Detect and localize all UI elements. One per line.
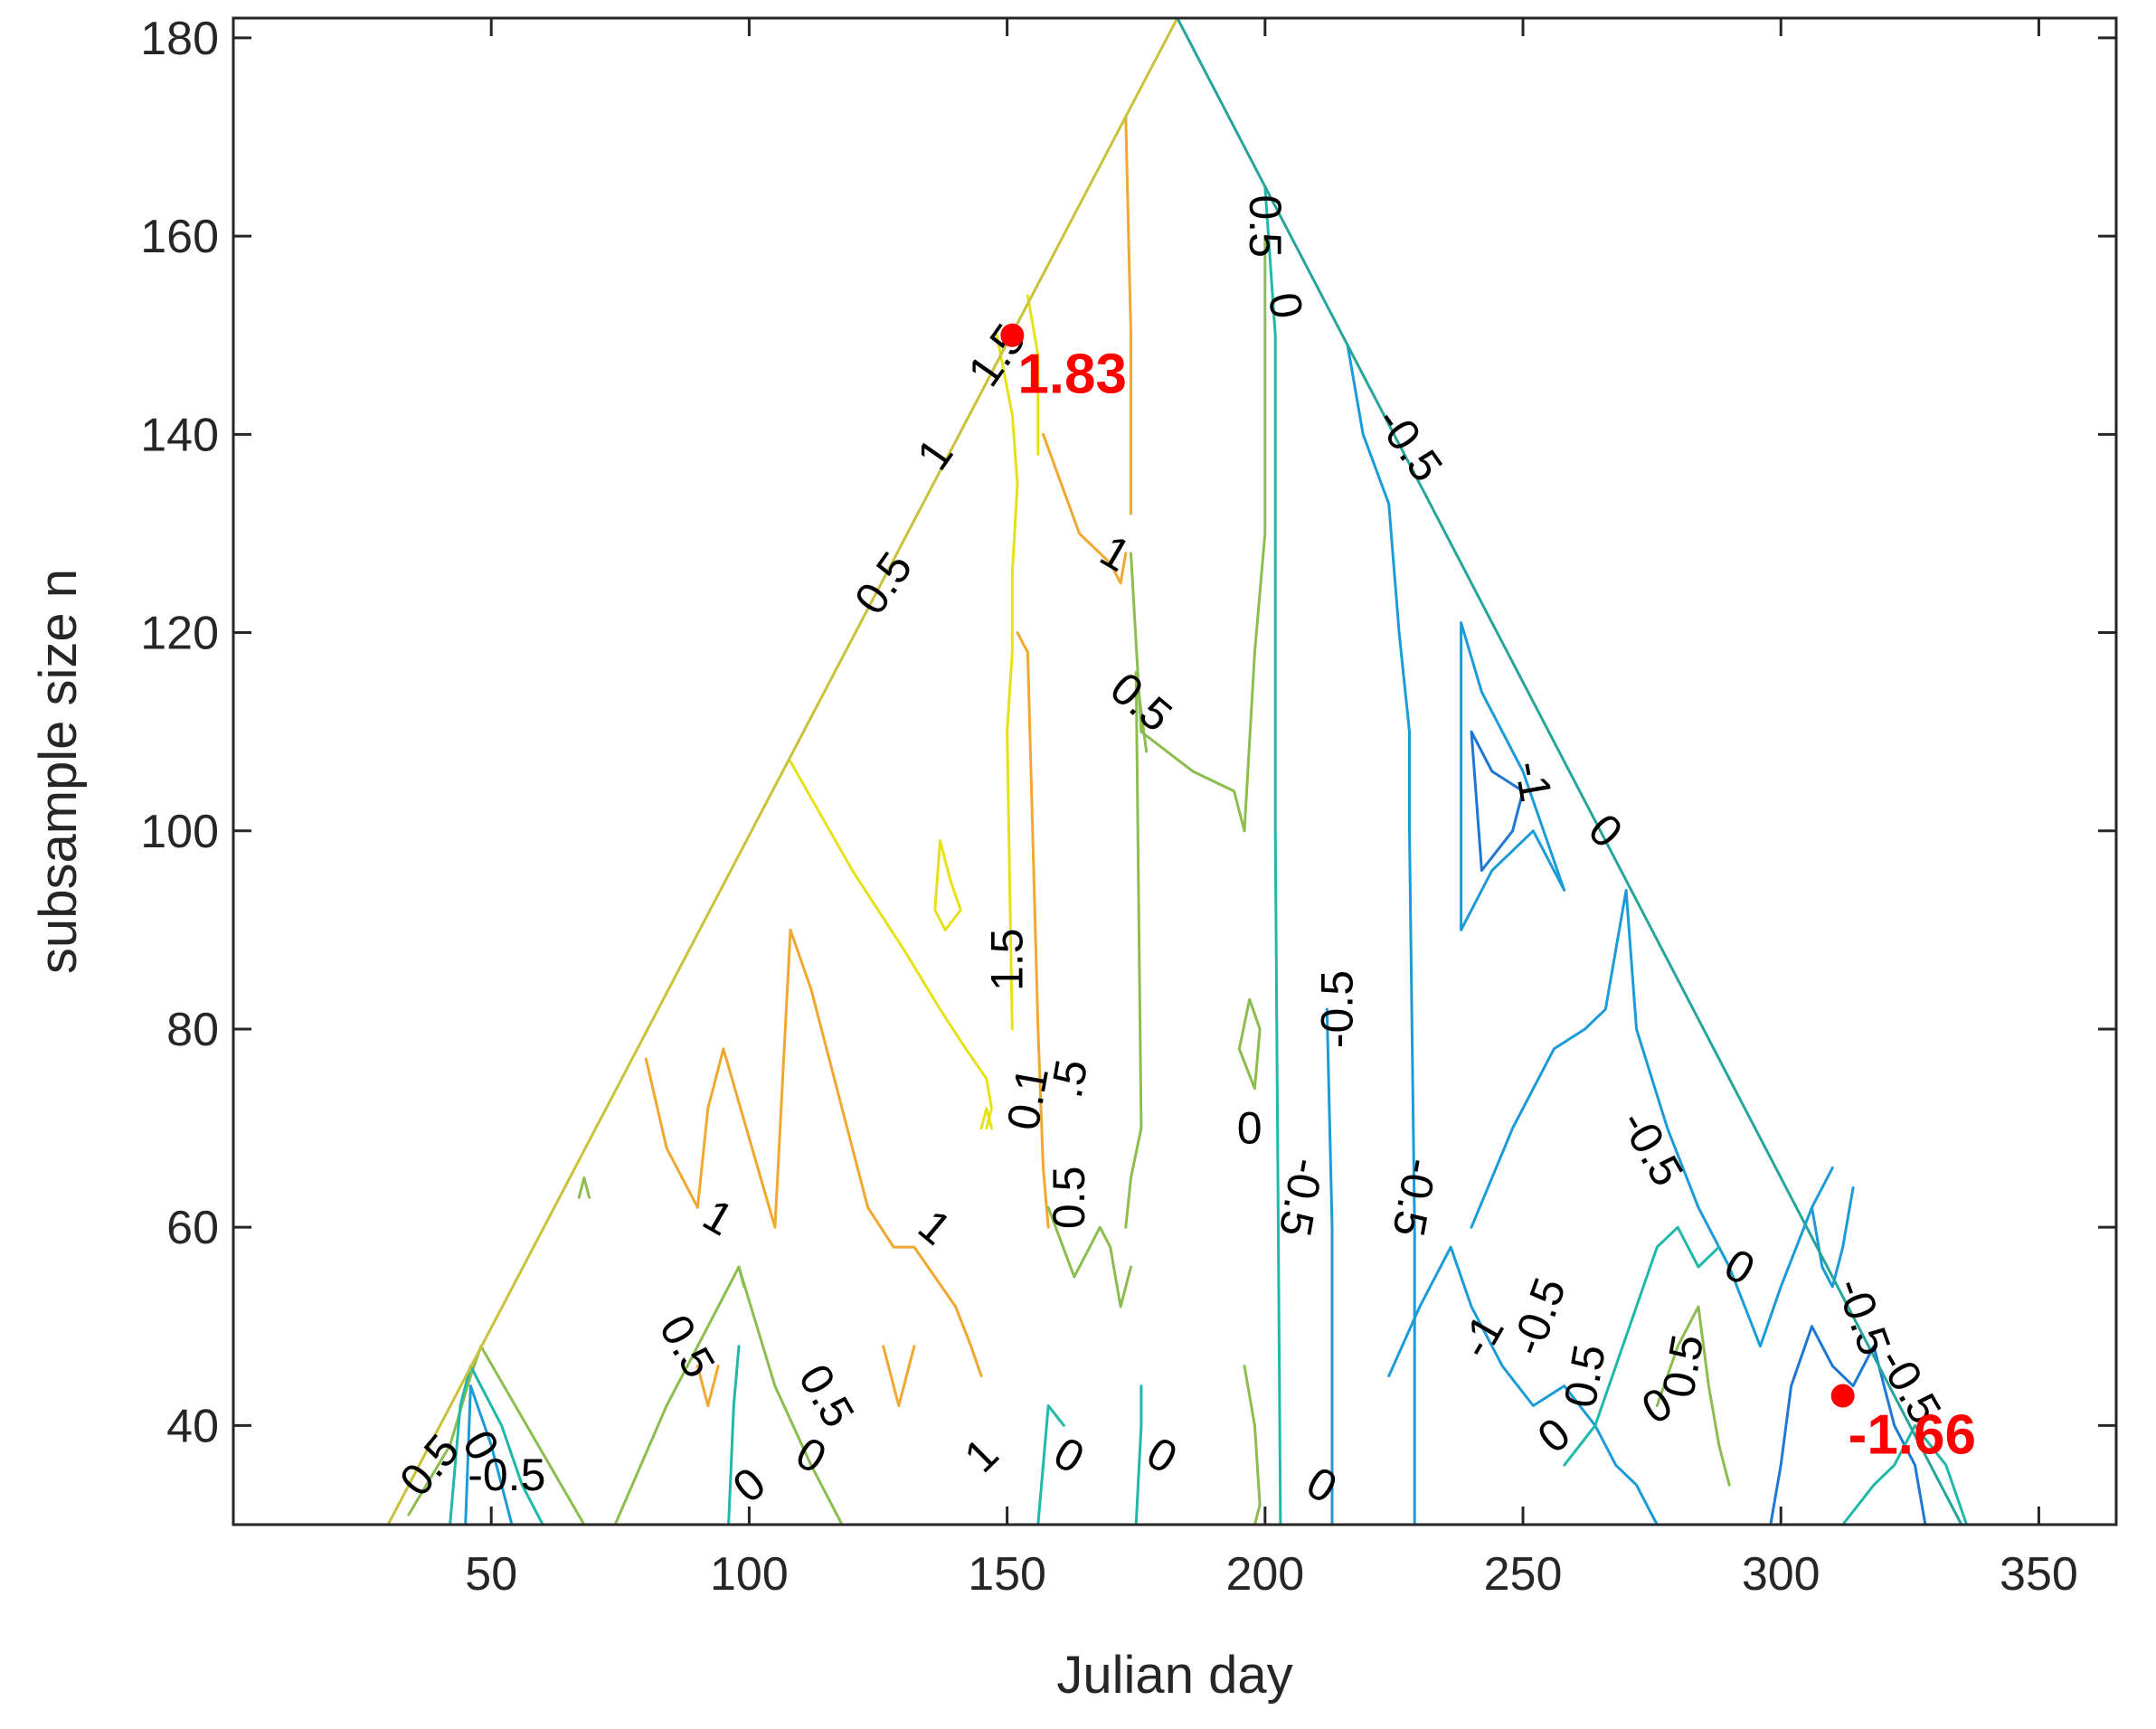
plot-background [233, 18, 2116, 1525]
contour-line-23 [1243, 1365, 1262, 1526]
contour-line-33 [1563, 1225, 1721, 1467]
contour-line-27 [1346, 344, 1416, 1526]
x-tick-label-4: 250 [1484, 1548, 1563, 1601]
marker-point-0 [1000, 323, 1025, 347]
contour-line-35 [1769, 1325, 1927, 1526]
domain-edge-right [1176, 17, 1963, 1526]
contour-line-1 [449, 1365, 544, 1526]
contour-label-34: -0.5 [468, 1450, 545, 1500]
y-tick-label-3: 100 [140, 806, 219, 858]
contour-label-12: 0.1 [998, 1063, 1058, 1134]
contour-label-25: 0.5 [1555, 1341, 1615, 1412]
contour-line-31 [1387, 1245, 1659, 1526]
x-axis-ticks: 50 100 150 200 250 300 350 [465, 18, 2078, 1601]
contour-label-10: 1.5 [982, 928, 1033, 991]
contour-line-6 [737, 1265, 844, 1526]
marker-point-1 [1830, 1384, 1855, 1408]
contour-label-0: 0.5 [1240, 194, 1291, 258]
x-tick-label-0: 50 [465, 1548, 517, 1601]
contour-line-2 [464, 1384, 514, 1526]
x-tick-label-6: 350 [2000, 1548, 2078, 1601]
contour-line-29 [1460, 621, 1566, 931]
contour-line-28 [1325, 1007, 1334, 1526]
contour-line-14 [1026, 294, 1040, 456]
contour-line-7 [644, 928, 983, 1378]
contour-line-15 [1042, 432, 1128, 585]
x-axis-title: Julian day [1056, 1646, 1292, 1705]
contour-line-32 [1470, 889, 1834, 1348]
x-tick-label-3: 200 [1225, 1548, 1304, 1601]
x-tick-label-2: 150 [968, 1548, 1046, 1601]
contour-line-3 [577, 1176, 591, 1199]
contour-line-10 [789, 760, 993, 1130]
contour-label-11: -0.5 [1312, 970, 1363, 1048]
contour-line-8 [695, 1365, 720, 1407]
contour-line-21 [1124, 670, 1149, 1229]
contour-line-9 [882, 1345, 916, 1407]
y-axis-ticks: 40 60 80 100 120 140 160 180 [140, 13, 2116, 1452]
extreme-markers: 1.83 -1.66 [1000, 323, 1976, 1467]
y-tick-label-6: 160 [140, 211, 219, 263]
contour-line-37 [1841, 1423, 1969, 1526]
contour-line-18 [1046, 1205, 1132, 1309]
contour-line-16 [1124, 116, 1132, 515]
y-tick-label-7: 180 [140, 13, 219, 65]
contour-line-11 [933, 839, 962, 931]
contour-line-5 [727, 1345, 741, 1526]
x-tick-label-1: 100 [710, 1548, 789, 1601]
y-axis-title: subsample size n [29, 569, 88, 974]
y-tick-label-0: 40 [166, 1400, 219, 1452]
contour-label-14: 0.5 [1044, 1167, 1094, 1230]
y-tick-label-4: 120 [140, 608, 219, 660]
contour-line-19 [1130, 552, 1246, 833]
contour-line-26 [1036, 1404, 1065, 1526]
contour-line-0 [407, 1345, 586, 1526]
contour-line-22 [1237, 997, 1262, 1091]
contour-label-26: 0.5 [1652, 1331, 1713, 1402]
y-tick-label-5: 140 [140, 409, 219, 461]
domain-edge-left [386, 17, 1179, 1526]
y-tick-label-1: 60 [166, 1202, 219, 1254]
contour-line-20 [1243, 234, 1267, 833]
marker-label-0: 1.83 [1017, 344, 1127, 406]
y-tick-label-2: 80 [166, 1004, 219, 1056]
contour-line-36 [1811, 1186, 1855, 1289]
contour-line-34 [1655, 1305, 1731, 1487]
contour-label-8: -1 [1505, 757, 1562, 806]
contour-line-30 [1470, 730, 1525, 873]
contour-line-25 [1134, 1384, 1143, 1526]
contour-line-24 [1263, 184, 1282, 1526]
plot-frame [232, 16, 2118, 1526]
contour-label-15: 0 [1237, 1103, 1262, 1154]
contour-line-17 [1016, 631, 1050, 1229]
marker-label-1: -1.66 [1849, 1404, 1976, 1467]
contour-label-13: .5 [1041, 1055, 1097, 1101]
contour-line-12 [979, 1107, 993, 1130]
contour-lines [386, 17, 1969, 1526]
contour-line-13 [995, 334, 1019, 1031]
x-tick-label-5: 300 [1742, 1548, 1820, 1601]
